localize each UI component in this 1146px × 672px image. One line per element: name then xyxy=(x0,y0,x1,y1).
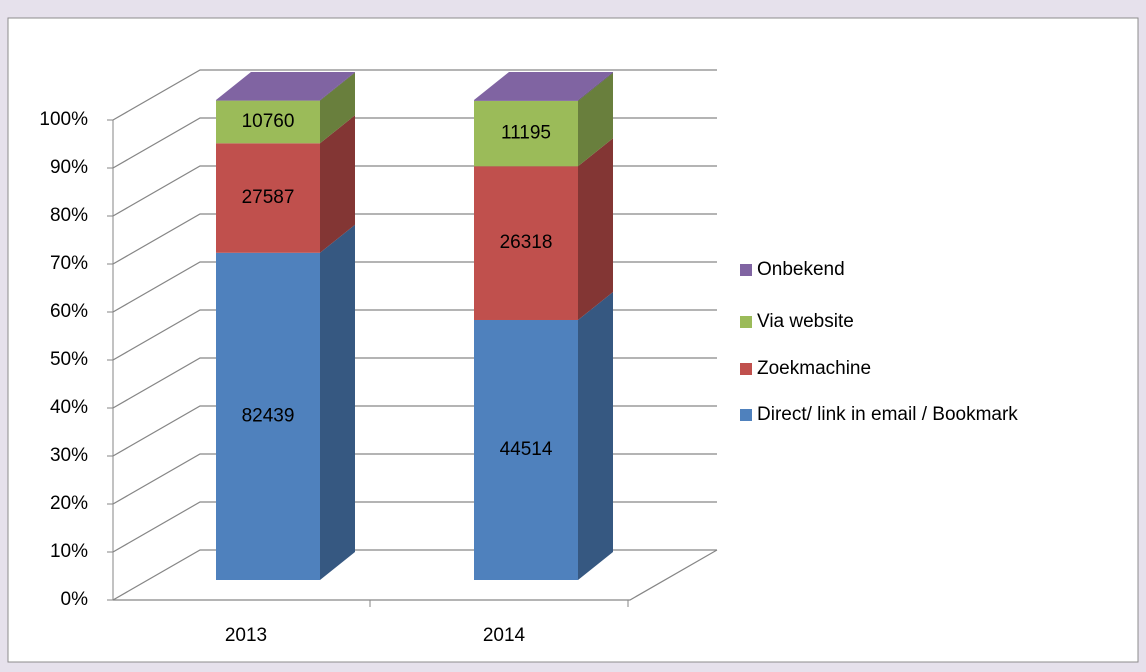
bar-side xyxy=(320,115,355,253)
bar-side xyxy=(578,291,613,580)
y-tick-label: 100% xyxy=(39,109,88,130)
y-tick-label: 30% xyxy=(50,445,88,466)
legend-swatch xyxy=(740,264,752,276)
y-tick-label: 80% xyxy=(50,205,88,226)
bar-side xyxy=(578,72,613,101)
data-label: 82439 xyxy=(242,405,295,426)
y-tick-label: 50% xyxy=(50,349,88,370)
data-label: 10760 xyxy=(242,111,295,132)
data-label: 11195 xyxy=(501,123,551,144)
x-tick-label: 2014 xyxy=(483,625,526,646)
legend-label: Via website xyxy=(757,311,854,332)
y-tick-label: 60% xyxy=(50,301,88,322)
bar-front xyxy=(216,100,320,144)
bar-side xyxy=(578,72,613,167)
bar-front xyxy=(216,100,320,101)
bar-side xyxy=(320,72,355,144)
y-tick-label: 10% xyxy=(50,541,88,562)
bar-front xyxy=(474,166,578,320)
bar-side xyxy=(578,138,613,320)
bar-side xyxy=(320,224,355,580)
data-label: 27587 xyxy=(242,187,295,208)
data-label: 26318 xyxy=(500,232,553,253)
grid-line xyxy=(112,69,717,121)
floor xyxy=(113,549,718,601)
bar-front xyxy=(474,100,578,167)
x-tick-label: 2013 xyxy=(225,625,267,646)
legend-label: Onbekend xyxy=(757,259,845,280)
y-tick-label: 90% xyxy=(50,157,88,178)
bar-top xyxy=(474,72,613,100)
legend-swatch xyxy=(740,363,752,375)
legend-swatch xyxy=(740,316,752,328)
y-tick-label: 20% xyxy=(50,493,88,514)
y-tick-label: 40% xyxy=(50,397,88,418)
bar-front xyxy=(474,319,578,580)
legend-label: Zoekmachine xyxy=(757,358,871,379)
legend-swatch xyxy=(740,409,752,421)
legend-label: Direct/ link in email / Bookmark xyxy=(757,404,1018,425)
y-tick-label: 0% xyxy=(61,589,89,610)
bar-front xyxy=(216,252,320,580)
bar-top xyxy=(216,72,355,100)
data-label: 44514 xyxy=(500,439,553,460)
y-tick-label: 70% xyxy=(50,253,88,274)
bar-front xyxy=(216,143,320,253)
bar-front xyxy=(474,100,578,101)
bar-side xyxy=(320,72,355,101)
